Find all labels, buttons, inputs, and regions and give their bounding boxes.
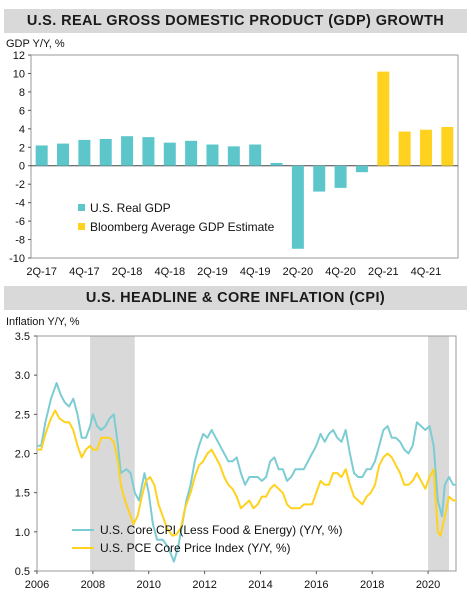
gdp-bar-2q-18 [121,136,134,166]
gdp-bar-4q-17 [78,139,91,166]
inflation-x-tick-label: 2018 [360,579,384,591]
gdp-x-tick-label: 2Q-18 [112,266,143,278]
gdp-x-tick-label: 4Q-19 [240,266,271,278]
gdp-x-tick-label: 2Q-17 [26,266,57,278]
gdp-y-tick-label: 10 [13,68,25,80]
gdp-chart-title: U.S. REAL GROSS DOMESTIC PRODUCT (GDP) G… [4,9,467,33]
recession-shading [428,336,450,571]
inflation-x-tick-label: 2020 [416,579,440,591]
gdp-bar-3q-20 [313,165,326,192]
inflation-y-axis-label: Inflation Y/Y, % [6,316,80,328]
gdp-y-tick-label: -6 [15,216,25,228]
gdp-x-tick-label: 4Q-21 [411,266,442,278]
inflation-x-tick-label: 2006 [25,579,49,591]
recession-shading [90,336,135,571]
inflation-y-tick-label: 2.5 [15,409,30,421]
inflation-x-tick-label: 2016 [304,579,328,591]
gdp-x-tick-label: 2Q-20 [283,266,314,278]
gdp-legend-swatch [78,204,85,211]
inflation-chart-title: U.S. HEADLINE & CORE INFLATION (CPI) [4,286,467,310]
gdp-y-tick-label: 0 [19,161,25,173]
gdp-x-tick-label: 4Q-18 [154,266,185,278]
gdp-bar-1q-19 [185,140,198,166]
inflation-y-tick-label: 1.5 [15,488,30,500]
gdp-y-tick-label: -4 [15,198,25,210]
inflation-x-tick-label: 2014 [248,579,272,591]
gdp-x-tick-label: 4Q-17 [69,266,100,278]
gdp-bar-3q-18 [142,137,155,166]
gdp-bar-2q-21 [377,71,390,166]
gdp-bar-4q-18 [163,142,176,166]
inflation-legend-label: U.S. Core CPI (Less Food & Energy) (Y/Y,… [100,523,343,537]
gdp-bar-1q-18 [99,138,112,166]
gdp-bar-1q-20 [270,162,283,166]
inflation-y-tick-label: 2.0 [15,449,30,461]
gdp-x-tick-label: 2Q-19 [197,266,228,278]
gdp-y-tick-label: 6 [19,105,25,117]
gdp-plot-frame [30,54,459,259]
gdp-bar-3q-21 [398,131,411,166]
gdp-x-tick-label: 2Q-21 [368,266,399,278]
gdp-legend-swatch [78,223,85,230]
inflation-y-tick-label: 3.0 [15,370,30,382]
gdp-bar-1q-21 [355,165,368,173]
inflation-legend-label: U.S. PCE Core Price Index (Y/Y, %) [100,541,291,555]
gdp-bar-2q-20 [291,165,304,249]
inflation-x-tick-label: 2008 [81,579,105,591]
gdp-bar-1q-22 [441,126,454,166]
gdp-bar-4q-19 [249,144,262,166]
gdp-bar-3q-19 [227,146,240,166]
gdp-bar-4q-21 [419,129,432,166]
gdp-bar-2q-19 [206,144,219,166]
gdp-x-tick-label: 4Q-20 [325,266,356,278]
gdp-bar-4q-20 [334,165,347,188]
inflation-y-tick-label: 0.5 [15,566,30,578]
gdp-y-tick-label: 2 [19,142,25,154]
gdp-bar-2q-17 [35,145,48,166]
gdp-y-tick-label: 12 [13,50,25,62]
gdp-y-tick-label: -8 [15,235,25,247]
gdp-legend-label: Bloomberg Average GDP Estimate [90,220,275,234]
inflation-x-tick-label: 2010 [136,579,160,591]
gdp-y-tick-label: 4 [19,124,25,136]
gdp-legend-label: U.S. Real GDP [90,201,171,215]
core-cpi-line [37,382,456,563]
gdp-y-axis-label: GDP Y/Y, % [6,38,65,50]
gdp-y-tick-label: -2 [15,179,25,191]
inflation-y-tick-label: 1.0 [15,527,30,539]
gdp-y-tick-label: -10 [9,253,25,265]
inflation-x-tick-label: 2012 [192,579,216,591]
pce-core-line [37,409,456,537]
inflation-y-tick-label: 3.5 [15,331,30,343]
gdp-bar-3q-17 [57,143,70,166]
gdp-y-tick-label: 8 [19,87,25,99]
